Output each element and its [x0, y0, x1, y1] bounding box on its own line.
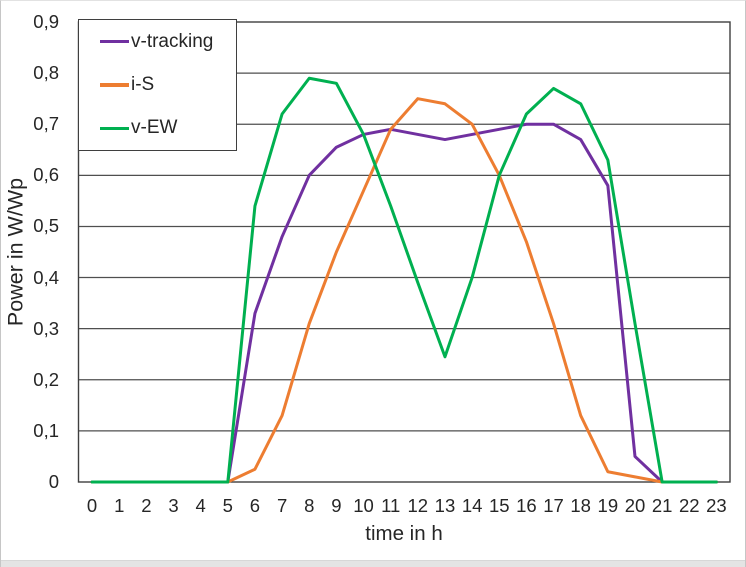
- legend-line-sample-v-ew: [100, 126, 129, 130]
- y-tick-label-0,7: 0,7: [33, 113, 59, 135]
- x-tick-label-8: 8: [304, 495, 315, 516]
- legend-item-v-tracking: v-tracking: [79, 30, 236, 52]
- x-tick-label-2: 2: [141, 495, 152, 516]
- y-tick-label-0,1: 0,1: [33, 419, 59, 441]
- x-tick-label-15: 15: [488, 495, 510, 516]
- x-tick-label-11: 11: [381, 495, 401, 516]
- legend: v-tracking i-S v-EW: [78, 19, 237, 151]
- series-line-v-EW: [90, 76, 718, 484]
- x-tick-label-1: 1: [114, 495, 125, 516]
- x-tick-label-5: 5: [222, 495, 233, 516]
- series-line-i-S: [90, 97, 718, 484]
- x-tick-label-21: 21: [651, 495, 673, 516]
- x-tick-label-16: 16: [516, 495, 537, 516]
- x-tick-label-17: 17: [543, 495, 564, 516]
- x-tick-label-10: 10: [353, 495, 374, 516]
- y-tick-label-0,2: 0,2: [33, 368, 59, 390]
- window-bottom-edge: [1, 560, 745, 567]
- x-tick-label-3: 3: [168, 495, 179, 516]
- x-tick-label-22: 22: [678, 495, 700, 516]
- x-tick-label-23: 23: [706, 495, 727, 516]
- plot-border: [77, 21, 731, 483]
- series-line-v-tracking: [90, 122, 718, 484]
- legend-label-v-tracking: v-tracking: [131, 30, 214, 52]
- x-tick-label-13: 13: [434, 495, 456, 516]
- y-axis-title: Power in W/Wp: [3, 177, 28, 327]
- legend-line-sample-i-s: [100, 83, 129, 87]
- x-tick-label-14: 14: [461, 495, 483, 516]
- y-tick-label-0: 0: [48, 471, 59, 492]
- x-tick-label-19: 19: [597, 495, 619, 516]
- legend-item-v-ew: v-EW: [79, 117, 236, 139]
- x-tick-label-20: 20: [624, 495, 646, 516]
- x-tick-label-7: 7: [276, 495, 288, 516]
- y-tick-label-0,4: 0,4: [33, 266, 59, 288]
- x-tick-label-4: 4: [195, 495, 206, 516]
- x-tick-label-0: 0: [86, 495, 98, 516]
- x-tick-label-9: 9: [331, 495, 342, 516]
- y-tick-label-0,8: 0,8: [33, 62, 59, 84]
- x-tick-label-6: 6: [249, 495, 261, 516]
- legend-line-sample-v-tracking: [100, 40, 129, 44]
- x-axis-title: time in h: [365, 522, 443, 545]
- legend-label-i-s: i-S: [131, 73, 155, 95]
- y-tick-label-0,6: 0,6: [33, 164, 59, 186]
- x-tick-label-18: 18: [570, 495, 591, 516]
- y-tick-label-0,3: 0,3: [33, 317, 59, 339]
- legend-label-v-ew: v-EW: [131, 117, 178, 139]
- x-tick-label-12: 12: [407, 495, 429, 516]
- y-tick-label-0,5: 0,5: [33, 215, 59, 237]
- y-tick-label-0,9: 0,9: [33, 11, 59, 32]
- legend-item-i-s: i-S: [79, 73, 236, 95]
